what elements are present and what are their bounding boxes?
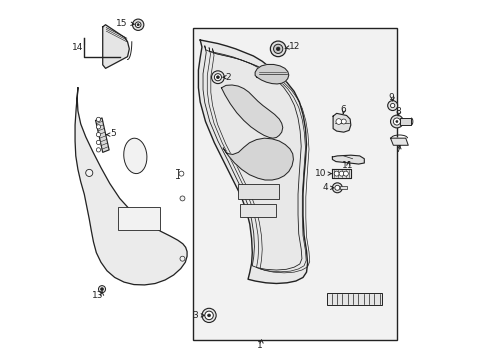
- Circle shape: [341, 119, 346, 124]
- Polygon shape: [332, 155, 364, 164]
- Circle shape: [207, 314, 210, 317]
- Text: 5: 5: [110, 130, 115, 139]
- Circle shape: [343, 171, 347, 176]
- Text: 6: 6: [340, 105, 345, 114]
- Bar: [340, 186, 346, 189]
- Circle shape: [180, 256, 184, 261]
- Polygon shape: [255, 64, 288, 84]
- Bar: [240, 204, 275, 217]
- Text: 9: 9: [388, 93, 394, 102]
- Polygon shape: [332, 169, 350, 178]
- Text: 8: 8: [394, 107, 400, 116]
- Circle shape: [132, 19, 143, 31]
- Text: 12: 12: [288, 42, 300, 51]
- Text: 14: 14: [72, 43, 83, 52]
- Circle shape: [96, 132, 101, 137]
- Polygon shape: [223, 138, 293, 180]
- Text: 3: 3: [192, 311, 197, 320]
- Bar: [400, 118, 410, 125]
- Text: 15: 15: [116, 19, 127, 28]
- Text: 1: 1: [257, 341, 263, 350]
- Circle shape: [392, 118, 400, 125]
- Bar: [118, 207, 160, 230]
- Circle shape: [85, 169, 93, 176]
- Circle shape: [135, 22, 141, 28]
- Circle shape: [270, 41, 285, 57]
- Circle shape: [211, 71, 224, 84]
- Circle shape: [334, 185, 339, 190]
- Polygon shape: [390, 138, 407, 145]
- Polygon shape: [198, 40, 307, 283]
- Circle shape: [339, 171, 344, 176]
- Circle shape: [332, 183, 342, 193]
- Circle shape: [98, 285, 105, 293]
- Polygon shape: [102, 25, 129, 68]
- Circle shape: [333, 171, 339, 176]
- Circle shape: [273, 44, 282, 54]
- Circle shape: [96, 117, 101, 122]
- Circle shape: [96, 140, 101, 145]
- Bar: [193, 28, 396, 339]
- Text: 2: 2: [224, 73, 230, 82]
- Text: 11: 11: [341, 161, 352, 170]
- Circle shape: [214, 74, 221, 81]
- Circle shape: [179, 171, 183, 176]
- Circle shape: [96, 148, 101, 152]
- Circle shape: [335, 119, 341, 124]
- Circle shape: [96, 125, 101, 129]
- Circle shape: [390, 103, 394, 108]
- Ellipse shape: [123, 138, 146, 174]
- Circle shape: [202, 308, 216, 323]
- Text: 4: 4: [322, 183, 327, 192]
- Circle shape: [387, 100, 397, 111]
- Bar: [327, 293, 382, 305]
- Circle shape: [390, 115, 403, 128]
- Circle shape: [204, 311, 213, 320]
- Bar: [238, 184, 278, 199]
- Circle shape: [137, 24, 139, 26]
- Circle shape: [101, 288, 103, 291]
- Polygon shape: [75, 88, 187, 285]
- Polygon shape: [221, 85, 282, 138]
- Text: 10: 10: [314, 169, 325, 178]
- Text: 7: 7: [395, 145, 400, 154]
- Circle shape: [180, 196, 184, 201]
- Text: 13: 13: [91, 291, 103, 300]
- Circle shape: [276, 47, 279, 51]
- Circle shape: [395, 121, 397, 123]
- Polygon shape: [332, 113, 350, 132]
- Polygon shape: [96, 118, 109, 152]
- Circle shape: [216, 76, 219, 78]
